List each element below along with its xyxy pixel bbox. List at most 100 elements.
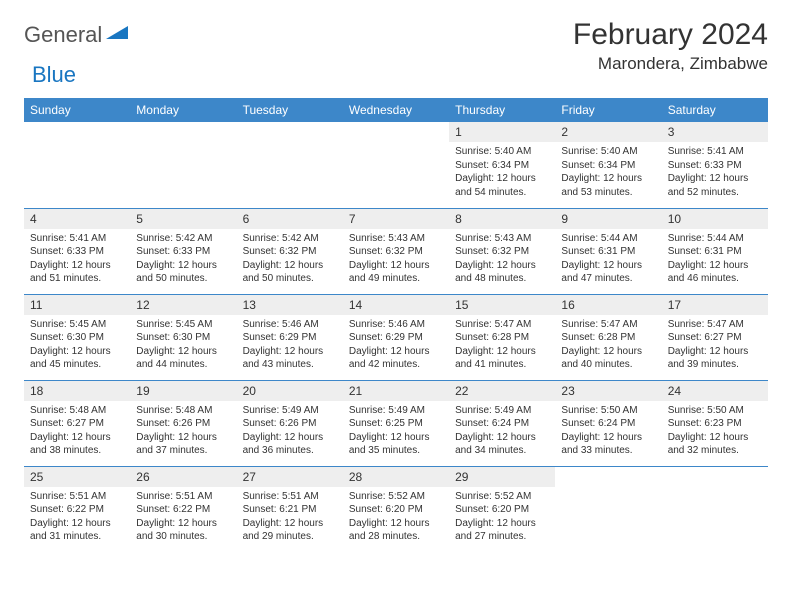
daylight-line: Daylight: 12 hours and 45 minutes. <box>30 345 124 372</box>
sunrise-line: Sunrise: 5:51 AM <box>136 490 230 504</box>
calendar-day-cell: 6Sunrise: 5:42 AMSunset: 6:32 PMDaylight… <box>237 208 343 294</box>
sunset-line: Sunset: 6:27 PM <box>668 331 762 345</box>
weekday-header: Wednesday <box>343 98 449 122</box>
sunrise-line: Sunrise: 5:41 AM <box>668 145 762 159</box>
day-details: Sunrise: 5:46 AMSunset: 6:29 PMDaylight:… <box>343 315 449 376</box>
day-number: 14 <box>343 295 449 315</box>
sunrise-line: Sunrise: 5:42 AM <box>136 232 230 246</box>
sunset-line: Sunset: 6:22 PM <box>136 503 230 517</box>
calendar-day-cell: 14Sunrise: 5:46 AMSunset: 6:29 PMDayligh… <box>343 294 449 380</box>
day-number: 24 <box>662 381 768 401</box>
day-details: Sunrise: 5:46 AMSunset: 6:29 PMDaylight:… <box>237 315 343 376</box>
logo-text-blue: Blue <box>32 62 76 87</box>
calendar-day-cell: 11Sunrise: 5:45 AMSunset: 6:30 PMDayligh… <box>24 294 130 380</box>
daylight-line: Daylight: 12 hours and 44 minutes. <box>136 345 230 372</box>
day-details: Sunrise: 5:51 AMSunset: 6:21 PMDaylight:… <box>237 487 343 548</box>
calendar-day-cell: 10Sunrise: 5:44 AMSunset: 6:31 PMDayligh… <box>662 208 768 294</box>
calendar-day-cell: 2Sunrise: 5:40 AMSunset: 6:34 PMDaylight… <box>555 122 661 208</box>
day-number: 3 <box>662 122 768 142</box>
day-number: 13 <box>237 295 343 315</box>
day-details: Sunrise: 5:43 AMSunset: 6:32 PMDaylight:… <box>343 229 449 290</box>
calendar-day-cell: 1Sunrise: 5:40 AMSunset: 6:34 PMDaylight… <box>449 122 555 208</box>
daylight-line: Daylight: 12 hours and 51 minutes. <box>30 259 124 286</box>
sunrise-line: Sunrise: 5:49 AM <box>455 404 549 418</box>
calendar-week-row: ........1Sunrise: 5:40 AMSunset: 6:34 PM… <box>24 122 768 208</box>
weekday-header-row: Sunday Monday Tuesday Wednesday Thursday… <box>24 98 768 122</box>
sunrise-line: Sunrise: 5:40 AM <box>561 145 655 159</box>
sunset-line: Sunset: 6:32 PM <box>455 245 549 259</box>
sunrise-line: Sunrise: 5:47 AM <box>455 318 549 332</box>
day-number: 7 <box>343 209 449 229</box>
day-details: Sunrise: 5:40 AMSunset: 6:34 PMDaylight:… <box>449 142 555 203</box>
calendar-week-row: 18Sunrise: 5:48 AMSunset: 6:27 PMDayligh… <box>24 380 768 466</box>
day-details: Sunrise: 5:47 AMSunset: 6:27 PMDaylight:… <box>662 315 768 376</box>
calendar-day-cell: 29Sunrise: 5:52 AMSunset: 6:20 PMDayligh… <box>449 466 555 552</box>
calendar-page: General February 2024 Marondera, Zimbabw… <box>0 0 792 570</box>
sunset-line: Sunset: 6:27 PM <box>30 417 124 431</box>
calendar-day-cell: 27Sunrise: 5:51 AMSunset: 6:21 PMDayligh… <box>237 466 343 552</box>
day-details: Sunrise: 5:42 AMSunset: 6:32 PMDaylight:… <box>237 229 343 290</box>
day-details: Sunrise: 5:48 AMSunset: 6:26 PMDaylight:… <box>130 401 236 462</box>
sunrise-line: Sunrise: 5:46 AM <box>243 318 337 332</box>
sunrise-line: Sunrise: 5:49 AM <box>243 404 337 418</box>
sunset-line: Sunset: 6:33 PM <box>30 245 124 259</box>
calendar-day-cell: 17Sunrise: 5:47 AMSunset: 6:27 PMDayligh… <box>662 294 768 380</box>
daylight-line: Daylight: 12 hours and 29 minutes. <box>243 517 337 544</box>
day-number: 20 <box>237 381 343 401</box>
sunrise-line: Sunrise: 5:50 AM <box>561 404 655 418</box>
sunset-line: Sunset: 6:28 PM <box>455 331 549 345</box>
daylight-line: Daylight: 12 hours and 41 minutes. <box>455 345 549 372</box>
weekday-header: Saturday <box>662 98 768 122</box>
logo: General <box>24 22 108 48</box>
sunset-line: Sunset: 6:24 PM <box>561 417 655 431</box>
day-details: Sunrise: 5:47 AMSunset: 6:28 PMDaylight:… <box>555 315 661 376</box>
sunset-line: Sunset: 6:25 PM <box>349 417 443 431</box>
calendar-day-cell: 9Sunrise: 5:44 AMSunset: 6:31 PMDaylight… <box>555 208 661 294</box>
calendar-day-cell: 15Sunrise: 5:47 AMSunset: 6:28 PMDayligh… <box>449 294 555 380</box>
day-number: 1 <box>449 122 555 142</box>
calendar-day-cell: 19Sunrise: 5:48 AMSunset: 6:26 PMDayligh… <box>130 380 236 466</box>
weekday-header: Thursday <box>449 98 555 122</box>
day-number: 11 <box>24 295 130 315</box>
day-number: 23 <box>555 381 661 401</box>
calendar-day-cell: 24Sunrise: 5:50 AMSunset: 6:23 PMDayligh… <box>662 380 768 466</box>
daylight-line: Daylight: 12 hours and 42 minutes. <box>349 345 443 372</box>
daylight-line: Daylight: 12 hours and 35 minutes. <box>349 431 443 458</box>
day-details: Sunrise: 5:41 AMSunset: 6:33 PMDaylight:… <box>662 142 768 203</box>
sunset-line: Sunset: 6:23 PM <box>668 417 762 431</box>
sunset-line: Sunset: 6:30 PM <box>136 331 230 345</box>
daylight-line: Daylight: 12 hours and 48 minutes. <box>455 259 549 286</box>
calendar-day-cell: 7Sunrise: 5:43 AMSunset: 6:32 PMDaylight… <box>343 208 449 294</box>
day-details: Sunrise: 5:43 AMSunset: 6:32 PMDaylight:… <box>449 229 555 290</box>
daylight-line: Daylight: 12 hours and 49 minutes. <box>349 259 443 286</box>
calendar-day-cell: .. <box>130 122 236 208</box>
day-details: Sunrise: 5:44 AMSunset: 6:31 PMDaylight:… <box>662 229 768 290</box>
day-number: 8 <box>449 209 555 229</box>
sunrise-line: Sunrise: 5:43 AM <box>349 232 443 246</box>
sunrise-line: Sunrise: 5:45 AM <box>30 318 124 332</box>
weekday-header: Tuesday <box>237 98 343 122</box>
sunrise-line: Sunrise: 5:52 AM <box>349 490 443 504</box>
day-details: Sunrise: 5:51 AMSunset: 6:22 PMDaylight:… <box>24 487 130 548</box>
day-details: Sunrise: 5:51 AMSunset: 6:22 PMDaylight:… <box>130 487 236 548</box>
day-number: 17 <box>662 295 768 315</box>
day-details: Sunrise: 5:52 AMSunset: 6:20 PMDaylight:… <box>449 487 555 548</box>
day-number: 28 <box>343 467 449 487</box>
sunset-line: Sunset: 6:29 PM <box>243 331 337 345</box>
day-details: Sunrise: 5:49 AMSunset: 6:25 PMDaylight:… <box>343 401 449 462</box>
day-number: 10 <box>662 209 768 229</box>
calendar-day-cell: .. <box>24 122 130 208</box>
daylight-line: Daylight: 12 hours and 39 minutes. <box>668 345 762 372</box>
day-details: Sunrise: 5:50 AMSunset: 6:23 PMDaylight:… <box>662 401 768 462</box>
sunset-line: Sunset: 6:32 PM <box>243 245 337 259</box>
sunrise-line: Sunrise: 5:40 AM <box>455 145 549 159</box>
day-number: 27 <box>237 467 343 487</box>
sunset-line: Sunset: 6:22 PM <box>30 503 124 517</box>
calendar-day-cell: .. <box>662 466 768 552</box>
calendar-week-row: 4Sunrise: 5:41 AMSunset: 6:33 PMDaylight… <box>24 208 768 294</box>
day-number: 5 <box>130 209 236 229</box>
day-number: 12 <box>130 295 236 315</box>
sunset-line: Sunset: 6:26 PM <box>243 417 337 431</box>
calendar-day-cell: 4Sunrise: 5:41 AMSunset: 6:33 PMDaylight… <box>24 208 130 294</box>
calendar-day-cell: 12Sunrise: 5:45 AMSunset: 6:30 PMDayligh… <box>130 294 236 380</box>
